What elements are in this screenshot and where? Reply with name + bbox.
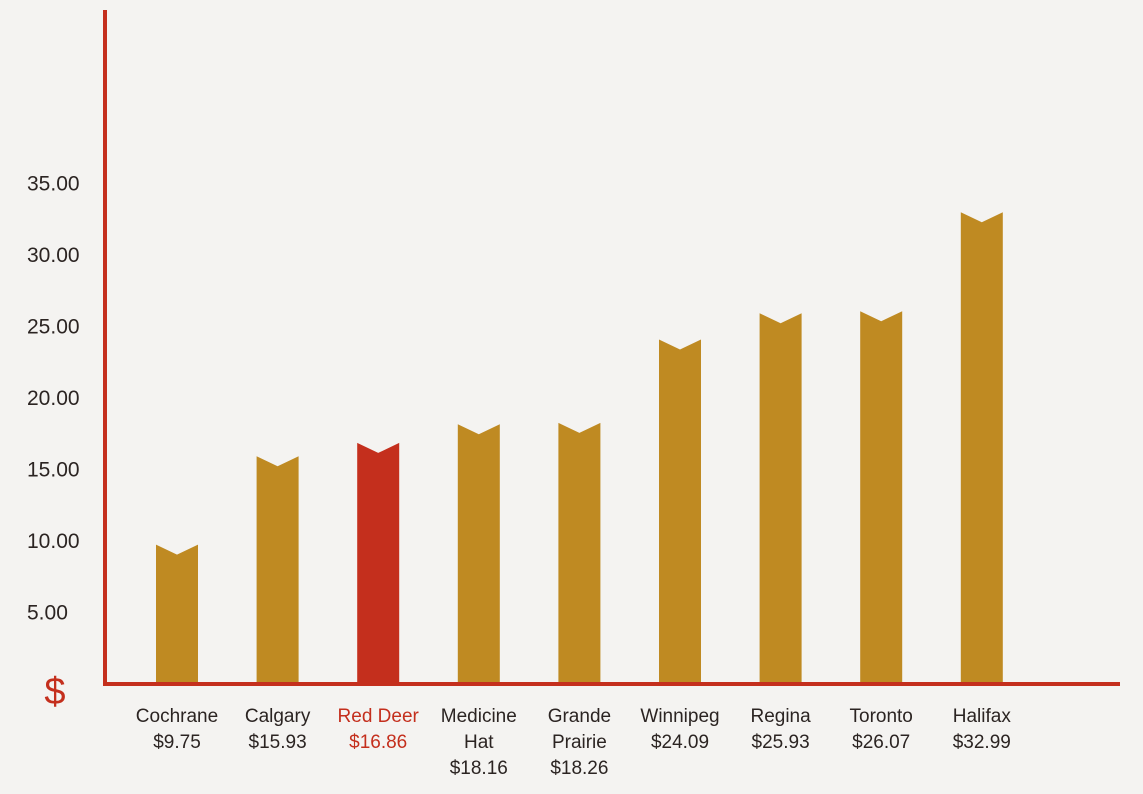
bar-regina [759, 313, 802, 684]
y-tick-label: 5.00 [27, 602, 68, 625]
bars [156, 212, 1003, 685]
y-tick-label: 25.00 [27, 316, 80, 339]
y-tick-label: 20.00 [27, 387, 80, 410]
category-value-label: $32.99 [953, 732, 1011, 753]
category-name-label: Grande [548, 706, 611, 727]
y-tick-label: 15.00 [27, 459, 80, 482]
category-value-label: $18.26 [550, 758, 608, 779]
bar-cochrane [156, 544, 198, 684]
category-value-label: $25.93 [752, 732, 810, 753]
bar-winnipeg [659, 339, 701, 684]
y-tick-label: 10.00 [27, 530, 80, 553]
bar-medicine-hat [457, 424, 500, 684]
category-name-label: Cochrane [136, 706, 218, 727]
bar-calgary [256, 456, 299, 684]
category-value-label: $24.09 [651, 732, 709, 753]
category-name-label: Winnipeg [640, 706, 719, 727]
category-value-label: $9.75 [153, 732, 201, 753]
category-value-label: $18.16 [450, 758, 508, 779]
category-value-label: $15.93 [249, 732, 307, 753]
category-name-label: Hat [464, 732, 494, 753]
category-name-label: Halifax [953, 706, 1012, 727]
y-axis-ticks: 5.00 10.00 15.00 20.00 25.00 30.00 35.00 [27, 173, 80, 625]
category-value-label: $26.07 [852, 732, 910, 753]
category-name-label: Prairie [552, 732, 607, 753]
bar-toronto [860, 311, 903, 684]
currency-symbol-label: $ [44, 671, 65, 713]
y-tick-label: 30.00 [27, 244, 80, 267]
category-name-label: Calgary [245, 706, 311, 727]
category-name-label: Red Deer [338, 706, 420, 727]
category-name-label: Medicine [441, 706, 517, 727]
category-value-label: $16.86 [349, 732, 407, 753]
bar-halifax [960, 212, 1003, 685]
bar-grande-prairie [558, 422, 601, 684]
category-labels: Cochrane $9.75 Calgary $15.93 Red Deer $16.86… [136, 706, 1012, 779]
bar-red deer [357, 442, 400, 684]
y-tick-label: 35.00 [27, 173, 80, 196]
category-name-label: Regina [750, 706, 811, 727]
category-name-label: Toronto [850, 706, 913, 727]
